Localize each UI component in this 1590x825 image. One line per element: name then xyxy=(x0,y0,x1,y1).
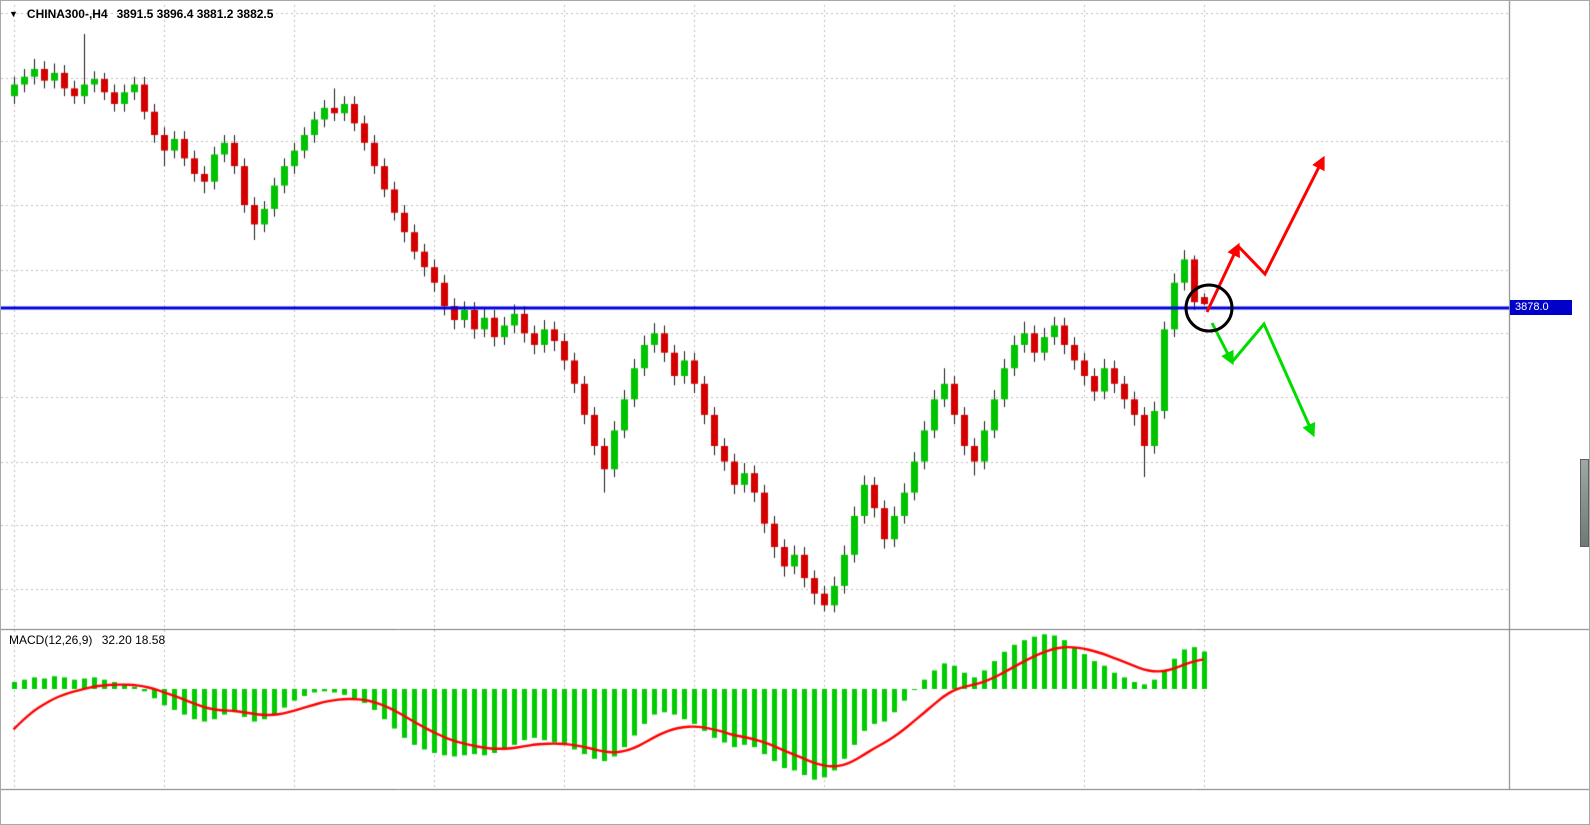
current-price-badge: 3878.0 xyxy=(1510,300,1572,316)
scrollbar-thumb[interactable] xyxy=(1580,459,1589,547)
symbol-menu-icon[interactable]: ▼ xyxy=(9,9,18,19)
chart-header: ▼ CHINA300-,H4 3891.5 3896.4 3881.2 3882… xyxy=(9,7,273,21)
price-axis[interactable]: 4257.04174.04092.04010.03927.03845.03763… xyxy=(1509,1,1589,789)
macd-values: 32.20 18.58 xyxy=(101,633,166,647)
time-axis[interactable]: 11 Aug 202223 Aug 01:302 Sep 01:3015 Sep… xyxy=(1,789,1509,814)
ohlc-readout: 3891.5 3896.4 3881.2 3882.5 xyxy=(116,7,274,21)
symbol-period-label: CHINA300-,H4 xyxy=(26,7,108,21)
macd-indicator-label: MACD(12,26,9) 32.20 18.58 xyxy=(9,633,171,647)
macd-name: MACD(12,26,9) xyxy=(9,633,93,647)
